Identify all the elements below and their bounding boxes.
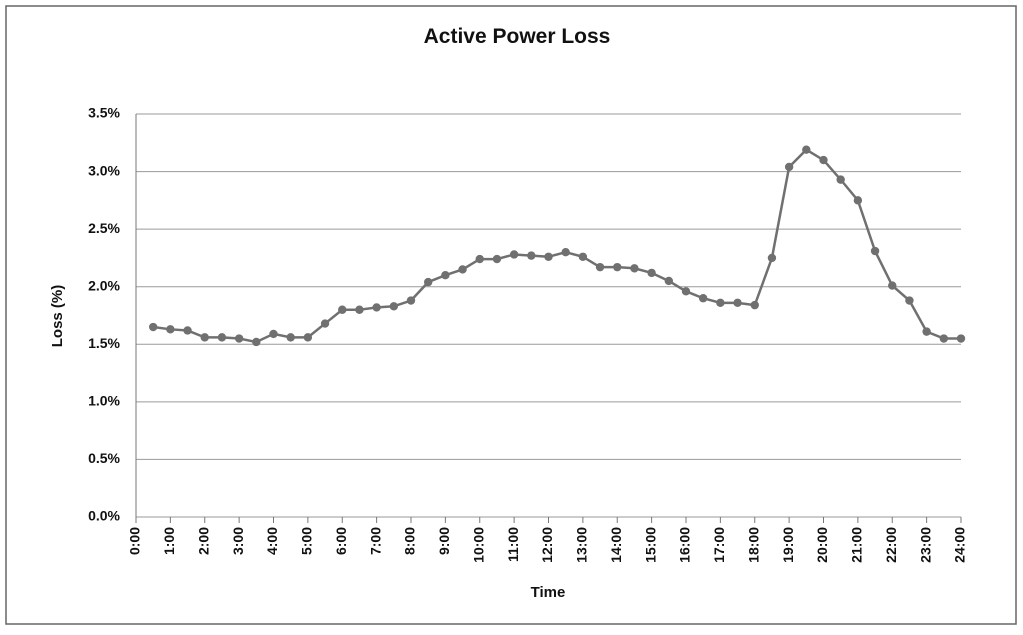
data-point [441, 271, 450, 280]
data-point [544, 252, 553, 261]
chart-title: Active Power Loss [424, 25, 611, 48]
x-tick-label: 18:00 [745, 527, 761, 563]
data-point [630, 264, 639, 273]
data-point [870, 246, 880, 256]
data-point [784, 162, 794, 172]
data-point [286, 333, 295, 342]
data-point [750, 300, 759, 310]
x-tick-label: 15:00 [642, 527, 658, 563]
data-point [698, 294, 708, 303]
x-tick-label: 23:00 [917, 527, 933, 563]
data-point [819, 155, 828, 165]
data-point [389, 302, 399, 311]
data-point [664, 276, 674, 286]
x-tick-label: 9:00 [436, 527, 452, 555]
x-tick-label: 3:00 [230, 527, 246, 555]
data-point [303, 333, 313, 342]
data-point [509, 250, 519, 259]
data-point [217, 333, 227, 342]
data-point [234, 334, 244, 343]
data-point [905, 296, 914, 305]
data-point [939, 334, 949, 343]
chart-frame [5, 5, 1017, 625]
data-point [492, 254, 502, 264]
data-point [355, 305, 364, 314]
x-tick-label: 19:00 [780, 527, 796, 563]
x-tick-label: 0:00 [127, 527, 143, 555]
data-point [802, 145, 811, 154]
x-tick-label: 10:00 [470, 527, 486, 563]
x-tick-label: 22:00 [883, 527, 899, 563]
y-axis-label: Loss (%) [49, 285, 66, 348]
y-tick-label: 2.0% [88, 277, 120, 293]
x-tick-label: 5:00 [299, 527, 315, 555]
data-point [406, 296, 416, 305]
data-point [681, 287, 691, 296]
data-point [595, 262, 605, 272]
data-point [733, 298, 742, 308]
x-tick-label: 8:00 [402, 527, 418, 555]
y-tick-label: 0.5% [88, 450, 120, 466]
y-tick-label: 1.0% [88, 393, 120, 409]
x-tick-label: 7:00 [367, 527, 383, 555]
x-axis-label: Time [531, 584, 566, 601]
data-point [527, 251, 536, 260]
x-tick-label: 24:00 [952, 527, 968, 563]
x-tick-label: 6:00 [333, 527, 349, 555]
y-tick-label: 0.0% [88, 508, 120, 524]
data-point [853, 196, 863, 205]
data-point [320, 319, 330, 328]
data-point [475, 254, 484, 264]
data-point [767, 253, 777, 263]
data-point [956, 334, 966, 343]
data-point [338, 305, 347, 314]
x-tick-label: 1:00 [161, 527, 177, 555]
data-point [200, 333, 209, 342]
data-point [888, 281, 897, 290]
x-tick-label: 12:00 [539, 527, 555, 563]
x-tick-label: 20:00 [814, 527, 830, 563]
x-tick-label: 14:00 [608, 527, 624, 563]
data-point [836, 175, 845, 184]
x-tick-label: 21:00 [849, 527, 865, 563]
x-tick-label: 13:00 [574, 527, 590, 563]
y-tick-label: 3.5% [88, 105, 120, 121]
data-point [423, 277, 433, 287]
data-point [166, 325, 175, 334]
data-point [716, 298, 725, 308]
data-point [561, 247, 570, 257]
y-tick-label: 1.5% [88, 335, 120, 351]
x-tick-label: 17:00 [711, 527, 727, 563]
data-point [269, 329, 278, 339]
data-point [613, 262, 622, 272]
data-point [922, 327, 931, 336]
data-point [458, 265, 467, 274]
y-tick-label: 2.5% [88, 220, 120, 236]
data-point [183, 326, 192, 335]
data-point [252, 337, 261, 347]
data-point [372, 303, 381, 312]
x-tick-label: 4:00 [264, 527, 280, 555]
x-tick-label: 2:00 [195, 527, 211, 555]
x-tick-label: 16:00 [677, 527, 693, 563]
x-tick-label: 11:00 [505, 527, 521, 562]
data-point [647, 268, 656, 278]
y-tick-label: 3.0% [88, 162, 120, 178]
data-point [578, 252, 588, 261]
data-point [148, 322, 158, 332]
